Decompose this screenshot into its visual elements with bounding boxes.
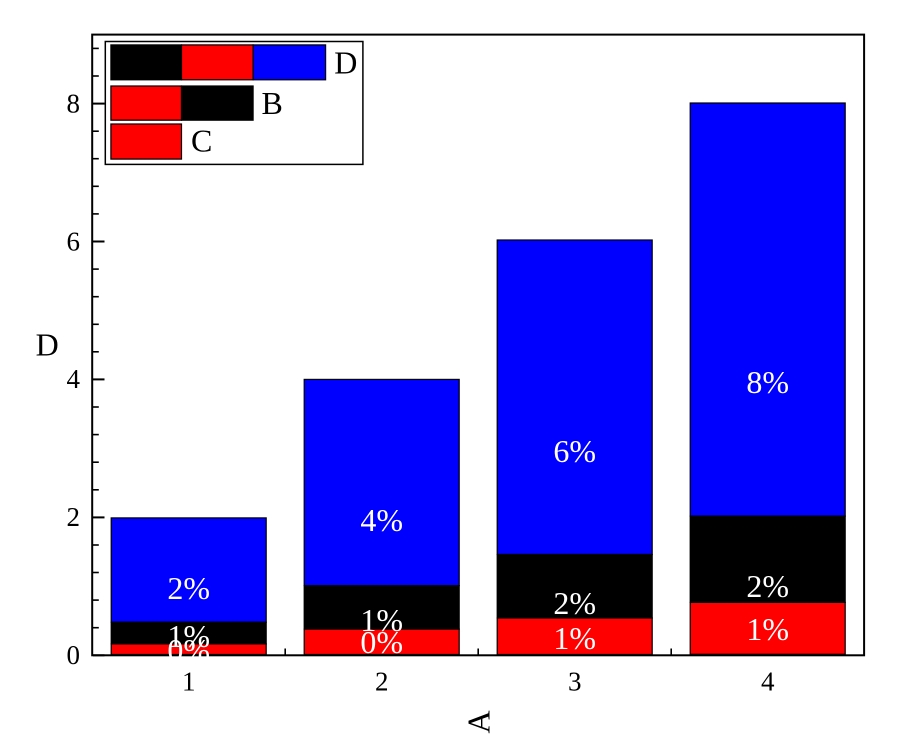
svg-text:6: 6 — [67, 226, 81, 256]
svg-text:1%: 1% — [360, 602, 403, 638]
svg-text:D: D — [36, 327, 59, 363]
svg-text:D: D — [334, 45, 357, 81]
svg-text:8%: 8% — [746, 364, 789, 400]
svg-text:1%: 1% — [746, 611, 789, 647]
svg-text:C: C — [191, 122, 212, 158]
svg-text:6%: 6% — [553, 433, 596, 469]
svg-text:1%: 1% — [553, 620, 596, 656]
svg-text:2: 2 — [375, 667, 389, 697]
svg-text:2%: 2% — [746, 568, 789, 604]
svg-text:1: 1 — [182, 667, 196, 697]
svg-text:0: 0 — [67, 640, 81, 670]
svg-text:2%: 2% — [553, 585, 596, 621]
svg-text:A: A — [460, 710, 496, 733]
svg-text:4: 4 — [761, 667, 775, 697]
svg-text:8: 8 — [67, 88, 81, 118]
svg-text:2: 2 — [67, 502, 81, 532]
svg-text:1%: 1% — [167, 618, 210, 654]
svg-text:4%: 4% — [360, 502, 403, 538]
svg-text:B: B — [262, 85, 283, 121]
svg-text:2%: 2% — [167, 570, 210, 606]
svg-text:0%: 0% — [167, 632, 210, 668]
svg-text:3: 3 — [568, 667, 582, 697]
svg-text:4: 4 — [67, 364, 81, 394]
svg-text:0%: 0% — [360, 624, 403, 660]
